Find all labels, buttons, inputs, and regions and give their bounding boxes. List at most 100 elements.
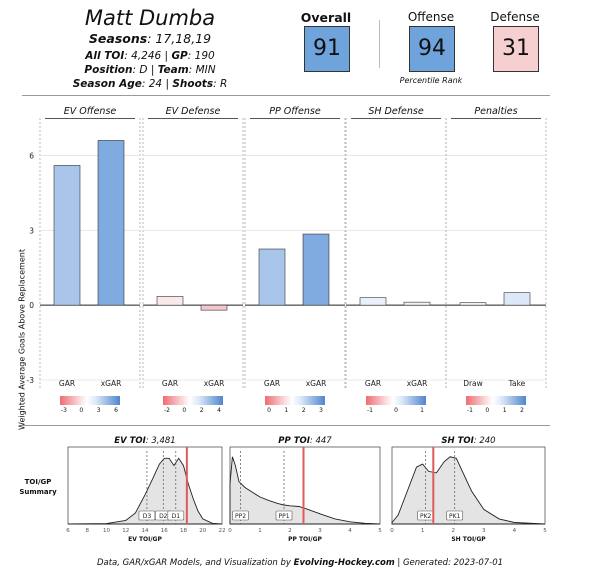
legend-tick-label: 4 [217,407,221,414]
legend-tick-label: -1 [367,407,373,414]
legend-tick-label: 3 [96,407,101,414]
bar-xgar [403,301,431,306]
toi-tick-label: 1 [421,528,425,534]
toi-title: EV TOI: 3,481 [114,436,176,446]
y-tick-label: -3 [27,376,35,385]
toi-tick-label: 20 [199,528,206,534]
legend-tick-label: 0 [394,407,398,414]
seasons-line: Seasons: 17,18,19 [88,31,212,46]
header-divider [22,95,550,96]
bar-take [503,292,531,306]
category-label: GAR [264,379,280,388]
toi-tick-label: 6 [66,528,70,534]
panel-title: EV Offense [63,106,117,117]
role-marker-label: D1 [172,513,181,520]
legend-gradient [60,396,120,405]
category-label: xGAR [101,379,122,388]
defense-score-box: 31 [493,26,539,72]
legend-tick-label: 1 [284,407,289,414]
role-marker-box [167,510,185,521]
y-tick-label: 0 [29,301,34,310]
score-separator [379,20,380,68]
category-label: xGAR [306,379,327,388]
overall-score-box: 91 [304,26,350,72]
panel-title-underline [45,118,135,119]
panel-title: Penalties [474,106,518,117]
legend-tick-label: 2 [199,407,204,414]
offense-label: Offense [407,10,455,24]
density-curve [229,456,381,525]
role-marker-label: PP1 [278,513,289,520]
toi-tick-label: 3 [318,528,322,534]
bar-gar [156,296,184,306]
category-label: Take [508,379,526,388]
role-marker-box [232,510,249,521]
toi-tick-label: 16 [161,528,168,534]
legend-gradient [366,396,426,405]
legend-tick-label: -1 [467,407,473,414]
legend-tick-label: -2 [164,407,170,414]
y-tick-label: 6 [29,151,34,160]
toi-title: PP TOI: 447 [278,436,332,446]
percentile-rank-label: Percentile Rank [399,76,463,85]
toi-tick-label: 10 [103,528,110,534]
toi-tick-label: 14 [142,528,149,534]
toi-summary-label: TOI/GP Summary [19,478,57,496]
legend-gradient [163,396,223,405]
category-label: GAR [59,379,75,388]
role-marker-label: PK2 [420,513,432,520]
age-shoots-line: Season Age: 24 | Shoots: R [72,78,228,90]
panel-title: PP Offense [269,106,321,117]
toi-axis-title: EV TOI/GP [128,536,162,543]
toi-tick-label: 22 [219,528,226,534]
legend-tick-label: 0 [485,407,490,414]
toi-tick-label: 8 [86,528,90,534]
category-label: Draw [463,379,483,388]
panel-title-underline [351,118,441,119]
role-marker-label: PK1 [449,513,461,520]
category-label: GAR [365,379,381,388]
category-label: xGAR [204,379,225,388]
legend-gradient [466,396,526,405]
legend-tick-label: 1 [420,407,424,414]
legend-tick-label: 0 [79,407,84,414]
defense-label: Defense [490,10,540,24]
toi-tick-label: 0 [390,528,394,534]
toi-title: SH TOI: 240 [441,436,496,446]
bar-gar [359,297,387,306]
legend-tick-label: 1 [502,407,507,414]
category-label: xGAR [407,379,428,388]
role-marker-label: D3 [143,513,152,520]
footer: Data, GAR/xGAR Models, and Visualization… [96,558,504,568]
overall-label: Overall [300,10,352,25]
toi-tick-label: 4 [348,528,352,534]
toi-tick-label: 3 [482,528,486,534]
density-curve [67,457,223,525]
position-team-line: Position: D | Team: MIN [84,64,216,76]
legend-tick-label: 2 [520,407,524,414]
legend-gradient [265,396,325,405]
legend-tick-label: 0 [267,407,271,414]
category-label: GAR [162,379,178,388]
toi-axis-title: PP TOI/GP [288,536,322,543]
legend-tick-label: 6 [114,407,118,414]
panel-title-underline [451,118,541,119]
gar-bar-chart: -3 0 3 6 GAR xGAR GAR xGAR GAR xGAR GAR xGAR Draw Tak… [27,118,547,390]
y-tick-label: 3 [29,226,34,235]
player-name: Matt Dumba [84,6,216,30]
toi-tick-label: 4 [513,528,517,534]
toi-tick-label: 1 [258,528,262,534]
toi-tick-label: 18 [180,528,187,534]
bar-xgar [302,233,330,306]
bar-draw [459,302,487,306]
toi-gp-line: All TOI: 4,246 | GP: 190 [85,50,215,62]
panel-title: EV Defense [165,106,221,117]
panel-title: SH Defense [368,106,424,117]
legend-tick-label: 0 [182,407,187,414]
legend-tick-label: -3 [61,407,67,414]
bar-gar [53,165,81,306]
density-curve [391,456,546,525]
panel-title-underline [250,118,340,119]
toi-tick-label: 2 [451,528,455,534]
legend-tick-label: 3 [319,407,323,414]
